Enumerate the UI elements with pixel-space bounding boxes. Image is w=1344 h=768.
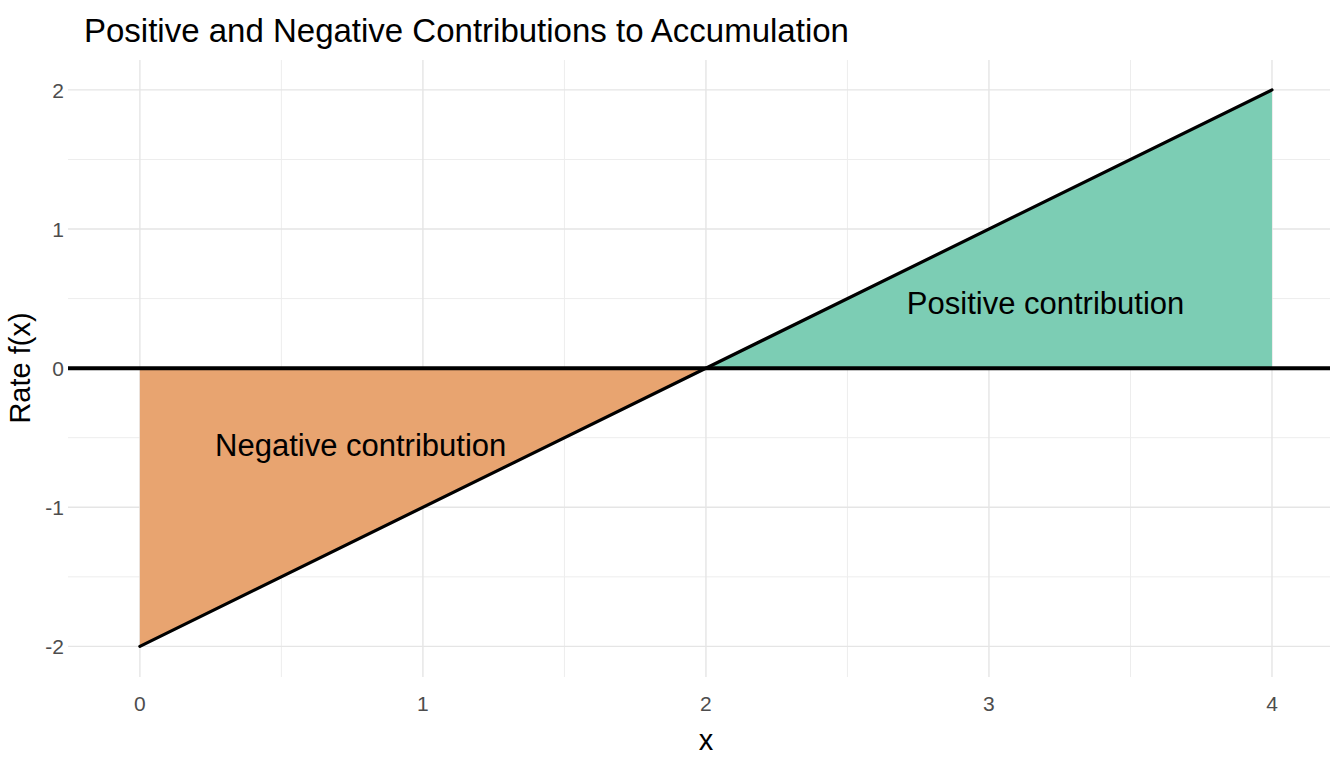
annotation-negative: Negative contribution [215,428,506,463]
chart-container: 0 1 2 3 4 -2 -1 0 1 2 Negative contribution Posit… [0,0,1344,768]
y-tick-label: 2 [52,79,64,102]
y-tick-label: 0 [52,357,64,380]
x-tick-label: 0 [134,692,146,715]
y-axis-title: Rate f(x) [4,312,36,423]
x-tick-label: 4 [1266,692,1278,715]
annotation-positive: Positive contribution [907,286,1184,321]
x-axis-tick-labels: 0 1 2 3 4 [134,692,1278,715]
plot-title: Positive and Negative Contributions to A… [84,12,849,49]
accumulation-chart: 0 1 2 3 4 -2 -1 0 1 2 Negative contribution Posit… [0,0,1344,768]
x-tick-label: 1 [417,692,429,715]
y-tick-label: 1 [52,218,64,241]
x-tick-label: 3 [983,692,995,715]
y-tick-label: -1 [45,496,64,519]
y-tick-label: -2 [45,635,64,658]
x-axis-title: x [699,724,714,756]
x-tick-label: 2 [700,692,712,715]
y-axis-tick-labels: -2 -1 0 1 2 [45,79,64,658]
